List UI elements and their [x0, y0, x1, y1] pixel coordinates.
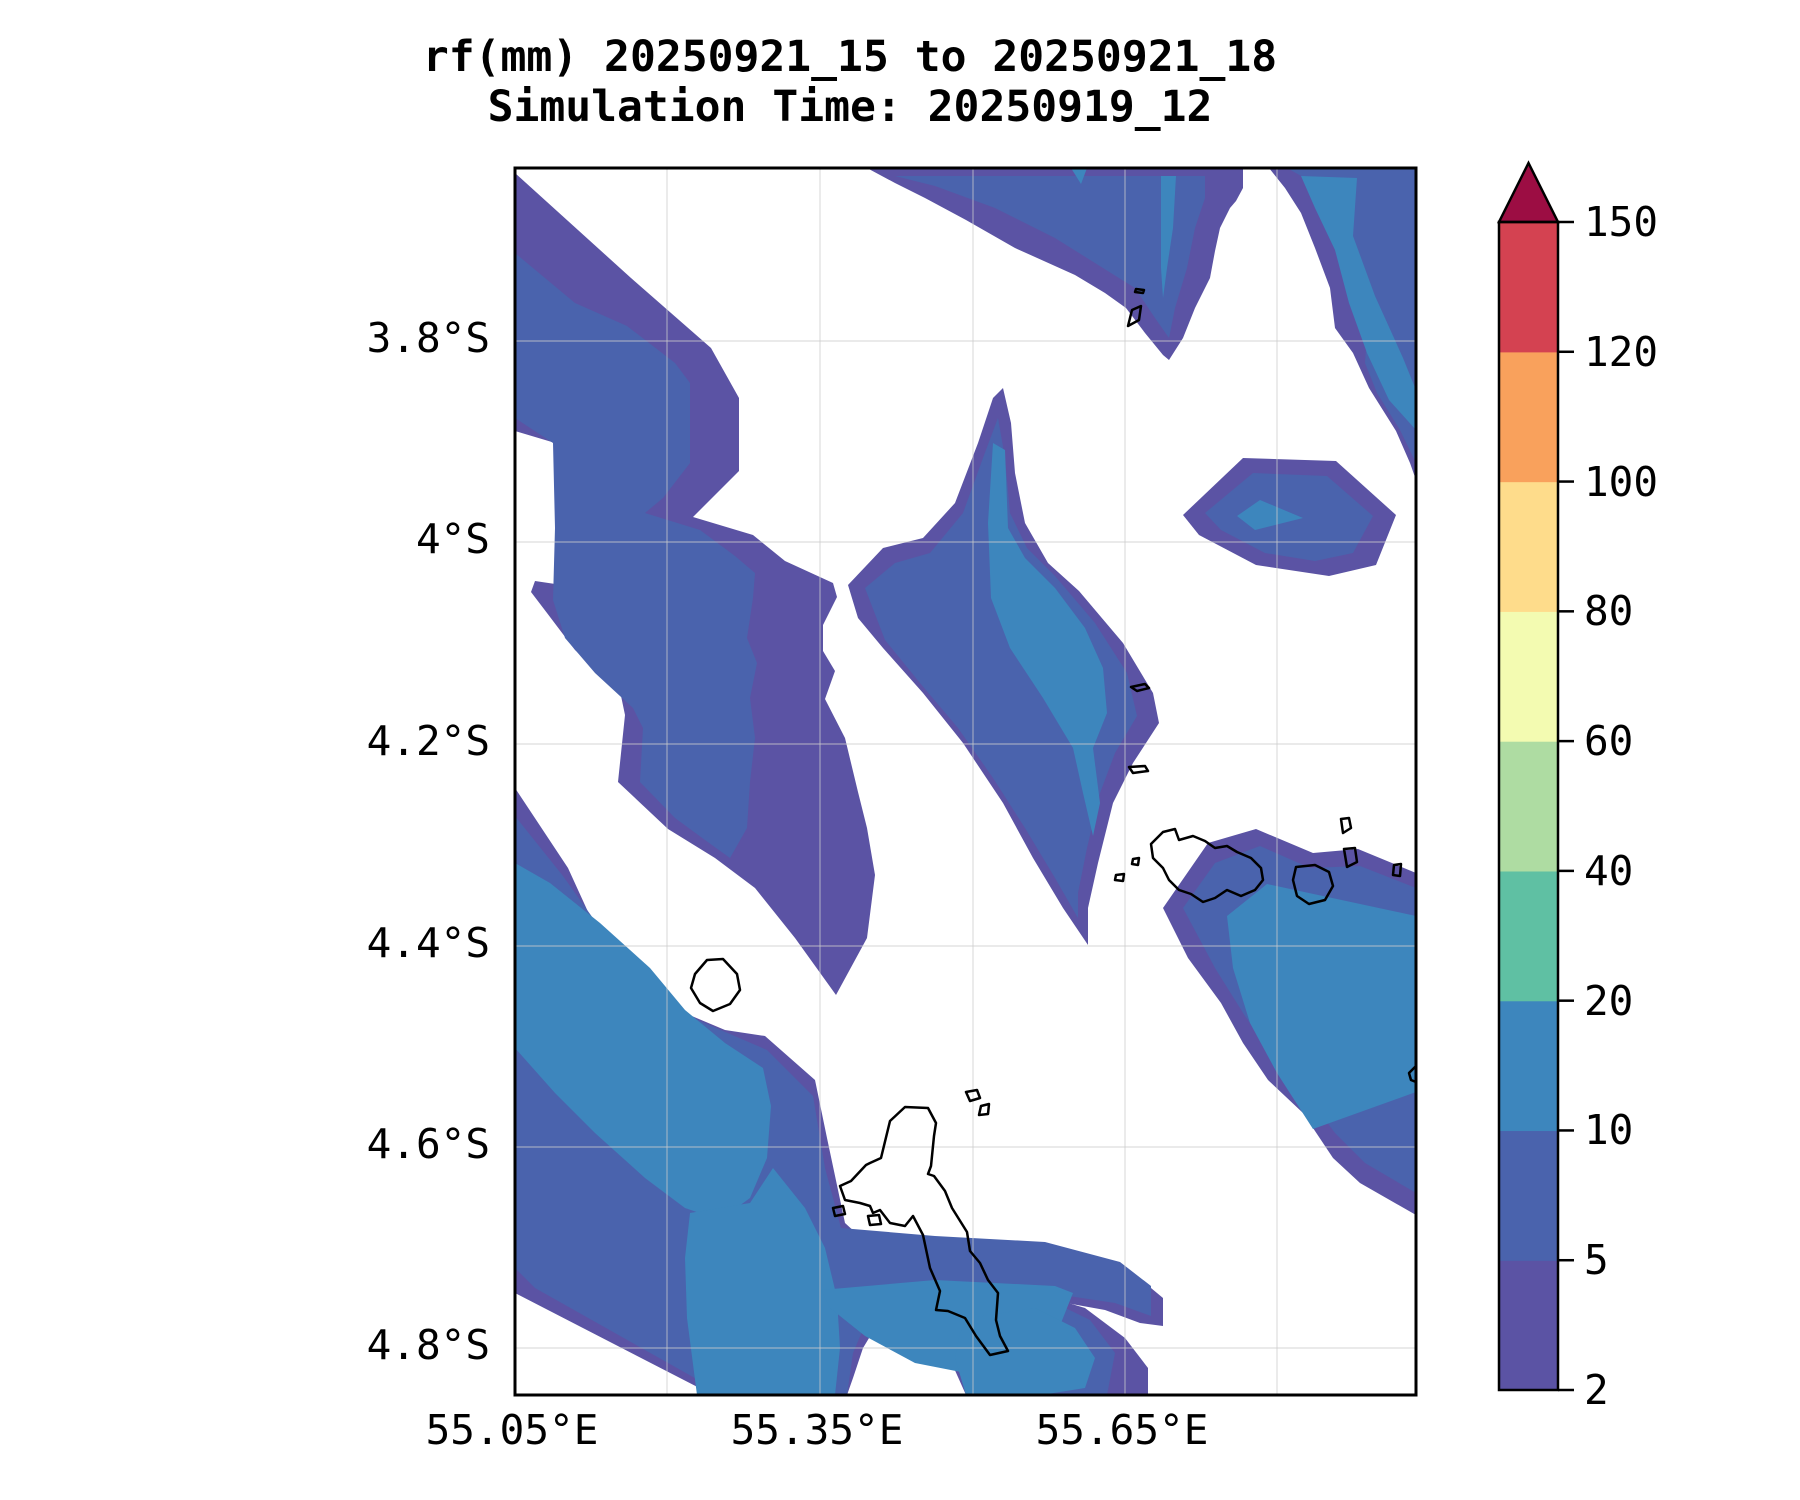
coastline-silhouette-island	[689, 957, 742, 1013]
contour-region-hexagon-core-10-20mm	[1237, 500, 1303, 530]
colorbar-tick-label: 120	[1584, 327, 1659, 376]
plot-subtitle: Simulation Time: 20250919_12	[487, 82, 1213, 132]
contour-region-northeast-corner-inner-5-10mm	[1287, 168, 1416, 463]
colorbar-segment-2-5	[1499, 1260, 1558, 1391]
colorbar-segment-5-10	[1499, 1130, 1558, 1261]
y-tick-label: 4.2°S	[366, 717, 490, 765]
coastline-islet-east-3	[1391, 862, 1403, 878]
contour-region-central-band-inner-5-10mm	[865, 418, 1137, 918]
y-tick-label: 4.6°S	[366, 1120, 490, 1168]
coastline-la-digue-island	[1291, 863, 1335, 906]
contour-map	[513, 166, 1418, 1397]
contour-region-south-blob-core-10-20mm	[955, 1308, 1095, 1395]
y-tick-label: 4.4°S	[366, 919, 490, 967]
contour-region-northwest-mass-inner-5-10mm	[515, 253, 757, 858]
colorbar-tick-label: 2	[1584, 1366, 1609, 1414]
colorbar-tick-label: 60	[1584, 717, 1634, 766]
x-tick-label: 55.65°E	[1035, 1406, 1209, 1454]
colorbar-extend-triangle	[1496, 160, 1561, 224]
coastline-islet-mahe-w-1	[831, 1204, 847, 1218]
colorbar-segment-10-20	[1499, 1000, 1558, 1132]
contour-region-north-sliver-10-20mm	[1161, 176, 1176, 298]
colorbar-tick-label: 150	[1584, 198, 1659, 246]
colorbar-segment-80-100	[1499, 481, 1558, 612]
contour-region-west-edge-core-10-20mm	[515, 863, 771, 1220]
colorbar-segment-120-150	[1499, 222, 1558, 353]
coastline-islet-st-anne-1	[964, 1088, 982, 1103]
contour-region-southeast-core-10-20mm	[1227, 884, 1416, 1129]
coastline-islet-curieuse	[1127, 764, 1150, 775]
colorbar-tick-label: 100	[1584, 457, 1659, 506]
y-tick-label: 4°S	[415, 515, 490, 563]
colorbar-segment-20-40	[1499, 870, 1558, 1002]
colorbar-segment-40-60	[1499, 741, 1558, 872]
coastline-islet-st-anne-2	[977, 1102, 991, 1117]
contour-region-south-core-10-20mm	[685, 1168, 840, 1395]
colorbar-tick-label: 10	[1584, 1106, 1634, 1155]
colorbar-segment-60-80	[1499, 611, 1558, 742]
contour-region-north-band-inner-5-10mm	[895, 176, 1205, 338]
y-tick-label: 4.8°S	[366, 1321, 490, 1369]
coastline-islet-north	[1126, 304, 1143, 328]
contour-region-northeast-core-10-20mm	[1301, 176, 1416, 430]
x-tick-label: 55.35°E	[730, 1406, 904, 1454]
coastline-islet-praslin-w	[1130, 856, 1141, 867]
coastline-islet-mahe-w-2	[866, 1213, 883, 1227]
coastline-islet-east-1	[1339, 816, 1353, 835]
colorbar-tick-label: 40	[1584, 846, 1634, 895]
colorbar-outline	[1497, 220, 1560, 1392]
colorbar-tick-label: 80	[1584, 587, 1634, 636]
contour-region-north-sliver-2-10-20mm	[1071, 168, 1087, 184]
map-frame	[513, 166, 1418, 1397]
coastline-praslin-island	[1149, 827, 1265, 904]
colorbar-tick-label: 20	[1584, 976, 1634, 1025]
contour-region-southwest-band-inner-5-10mm	[515, 816, 1151, 1395]
coastline-islet-praslin-sw	[1113, 872, 1126, 883]
coastline-islet-aride	[1129, 682, 1151, 693]
coastline-mahe-island	[838, 1105, 1010, 1357]
colorbar-tick-label: 5	[1584, 1236, 1609, 1285]
coastline-islet-north-sliver	[1133, 287, 1146, 295]
y-tick-label: 3.8°S	[366, 314, 490, 362]
colorbar-segment-100-120	[1499, 351, 1558, 483]
coastline-islet-east-2	[1342, 846, 1359, 869]
plot-title: rf(mm) 20250921_15 to 20250921_18	[422, 32, 1278, 82]
x-tick-label: 55.05°E	[425, 1406, 599, 1454]
contour-region-central-band-core-10-20mm	[988, 443, 1107, 836]
